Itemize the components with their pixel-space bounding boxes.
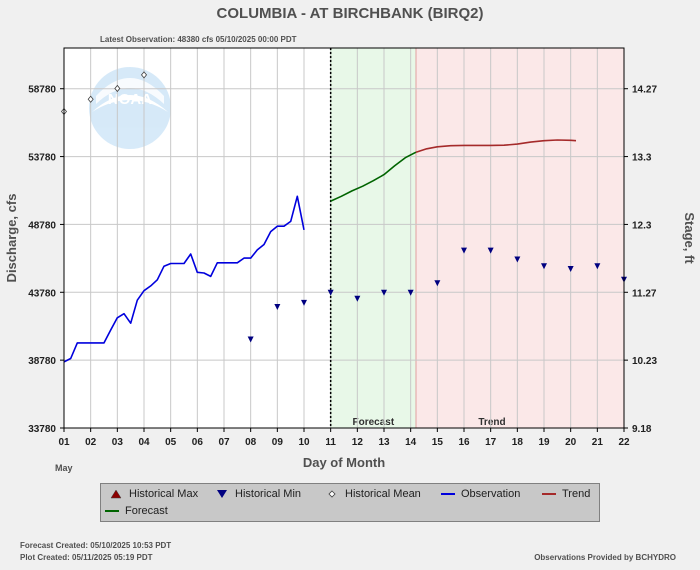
historical-min-point bbox=[247, 336, 254, 343]
data-series bbox=[60, 71, 627, 363]
line-swatch-icon bbox=[542, 489, 556, 499]
historical-min-point bbox=[487, 247, 494, 254]
x-tick-label: 04 bbox=[138, 437, 150, 448]
triangle-down-icon bbox=[217, 490, 227, 498]
x-tick-label: 22 bbox=[618, 437, 630, 448]
x-tick-label: 07 bbox=[218, 437, 230, 448]
band-forecast bbox=[330, 47, 417, 429]
y-tick-label: 43780 bbox=[28, 288, 56, 299]
historical-mean-point bbox=[140, 71, 148, 79]
legend-observation: Observation bbox=[441, 488, 520, 500]
legend-historical-min: Historical Min bbox=[215, 488, 301, 500]
x-month-label: May bbox=[55, 463, 73, 473]
y-tick-label: 58780 bbox=[28, 85, 56, 96]
line-swatch-icon bbox=[105, 506, 119, 516]
x-tick-label: 18 bbox=[512, 437, 524, 448]
x-tick-label: 11 bbox=[325, 437, 336, 448]
y-axis-label: Discharge, cfs bbox=[4, 194, 19, 283]
x-tick-label: 03 bbox=[112, 437, 124, 448]
x-tick-label: 13 bbox=[378, 437, 390, 448]
band-label: Forecast bbox=[352, 417, 394, 428]
historical-min-point bbox=[354, 295, 361, 302]
chart-title: COLUMBIA - AT BIRCHBANK (BIRQ2) bbox=[217, 5, 484, 22]
legend-trend: Trend bbox=[542, 488, 590, 500]
y-tick-label: 38780 bbox=[28, 356, 56, 367]
data-provider: Observations Provided by BCHYDRO bbox=[534, 553, 676, 562]
x-tick-label: 06 bbox=[192, 437, 204, 448]
x-tick-label: 08 bbox=[245, 437, 257, 448]
historical-min-point bbox=[274, 303, 281, 310]
x-tick-label: 14 bbox=[405, 437, 417, 448]
y2-tick-label: 14.27 bbox=[632, 85, 657, 96]
legend-label: Trend bbox=[562, 488, 591, 500]
axis-ticks: 01 02 03 04 05 06 07 08 09 10 11 12 13 14 15 16 17 18 19 20… bbox=[28, 85, 657, 448]
historical-min-point bbox=[327, 289, 334, 296]
historical-min-point bbox=[594, 263, 601, 270]
series-trend-line bbox=[415, 139, 577, 153]
historical-min-point bbox=[541, 263, 547, 270]
historical-min-point bbox=[461, 247, 467, 254]
y2-tick-label: 13.3 bbox=[632, 153, 652, 164]
y2-tick-label: 10.23 bbox=[632, 356, 657, 367]
x-tick-label: 20 bbox=[565, 437, 577, 448]
forecast-trend-bands: Forecast Trend bbox=[330, 47, 625, 429]
historical-min-point bbox=[434, 280, 441, 287]
x-tick-label: 01 bbox=[58, 437, 70, 448]
historical-min-point bbox=[567, 265, 574, 272]
legend-label: Historical Max bbox=[129, 488, 199, 500]
x-tick-label: 12 bbox=[352, 437, 364, 448]
noaa-logo-text: NOAA bbox=[108, 91, 152, 108]
x-tick-label: 16 bbox=[458, 437, 470, 448]
noaa-logo: NOAA bbox=[89, 67, 171, 149]
y-tick-label: 33780 bbox=[28, 424, 56, 435]
x-tick-label: 19 bbox=[538, 437, 550, 448]
x-tick-label: 21 bbox=[592, 437, 604, 448]
historical-min-point bbox=[407, 289, 414, 296]
legend-label: Historical Min bbox=[235, 488, 302, 500]
x-tick-label: 02 bbox=[85, 437, 97, 448]
legend-label: Forecast bbox=[125, 505, 168, 517]
x-tick-label: 10 bbox=[298, 437, 310, 448]
band-trend bbox=[415, 47, 625, 429]
historical-mean-point bbox=[87, 95, 94, 103]
latest-observation: Latest Observation: 48380 cfs 05/10/2025… bbox=[100, 35, 297, 44]
historical-mean-point bbox=[114, 84, 121, 93]
legend-forecast: Forecast bbox=[105, 505, 168, 517]
y-tick-label: 53780 bbox=[28, 153, 56, 164]
legend-historical-mean: Historical Mean bbox=[325, 488, 421, 500]
historical-min-point bbox=[381, 289, 387, 296]
plot-border bbox=[63, 47, 625, 429]
y2-tick-label: 11.27 bbox=[632, 288, 657, 299]
y2-axis-label: Stage, ft bbox=[682, 212, 697, 264]
x-tick-label: 15 bbox=[432, 437, 444, 448]
band-label: Trend bbox=[478, 417, 505, 428]
legend-label: Historical Mean bbox=[345, 488, 421, 500]
x-tick-label: 09 bbox=[272, 437, 284, 448]
historical-min-point bbox=[514, 256, 521, 263]
triangle-up-icon bbox=[110, 489, 122, 499]
historical-min-point bbox=[301, 299, 307, 306]
line-swatch-icon bbox=[441, 489, 455, 499]
x-tick-label: 05 bbox=[165, 437, 177, 448]
forecast-created: Forecast Created: 05/10/2025 10:53 PDT bbox=[20, 541, 171, 550]
legend-label: Observation bbox=[461, 488, 521, 500]
x-axis-label: Day of Month bbox=[303, 455, 385, 470]
y-tick-label: 48780 bbox=[28, 220, 56, 231]
series-observation-line bbox=[63, 195, 305, 363]
x-tick-label: 17 bbox=[485, 437, 497, 448]
y2-tick-label: 12.3 bbox=[632, 220, 652, 231]
plot-created: Plot Created: 05/11/2025 05:19 PDT bbox=[20, 553, 153, 562]
diamond-icon bbox=[328, 490, 336, 498]
y2-tick-label: 9.18 bbox=[632, 424, 652, 435]
chart-legend: Historical Max Historical Min Historical… bbox=[100, 483, 600, 522]
legend-historical-max: Historical Max bbox=[109, 488, 198, 500]
series-forecast-line bbox=[330, 151, 417, 202]
